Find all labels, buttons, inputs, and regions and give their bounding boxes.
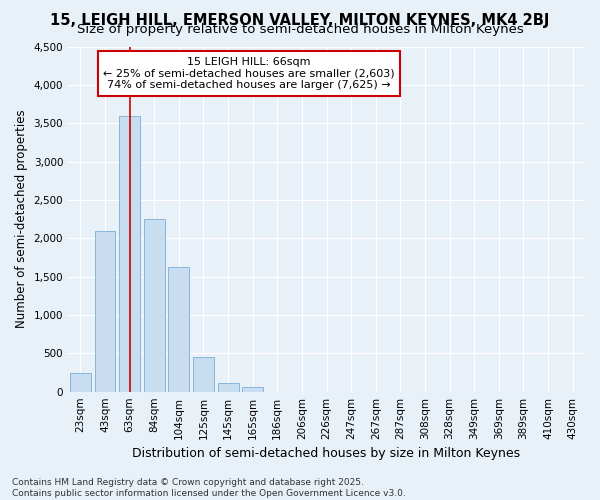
Bar — [242, 388, 263, 392]
X-axis label: Distribution of semi-detached houses by size in Milton Keynes: Distribution of semi-detached houses by … — [133, 447, 521, 460]
Bar — [144, 219, 164, 392]
Text: Size of property relative to semi-detached houses in Milton Keynes: Size of property relative to semi-detach… — [77, 22, 523, 36]
Bar — [193, 357, 214, 392]
Bar — [95, 230, 115, 392]
Y-axis label: Number of semi-detached properties: Number of semi-detached properties — [15, 110, 28, 328]
Text: 15 LEIGH HILL: 66sqm
← 25% of semi-detached houses are smaller (2,603)
74% of se: 15 LEIGH HILL: 66sqm ← 25% of semi-detac… — [103, 57, 395, 90]
Bar — [119, 116, 140, 392]
Text: Contains HM Land Registry data © Crown copyright and database right 2025.
Contai: Contains HM Land Registry data © Crown c… — [12, 478, 406, 498]
Text: 15, LEIGH HILL, EMERSON VALLEY, MILTON KEYNES, MK4 2BJ: 15, LEIGH HILL, EMERSON VALLEY, MILTON K… — [50, 12, 550, 28]
Bar — [169, 267, 189, 392]
Bar — [218, 383, 239, 392]
Bar — [70, 372, 91, 392]
